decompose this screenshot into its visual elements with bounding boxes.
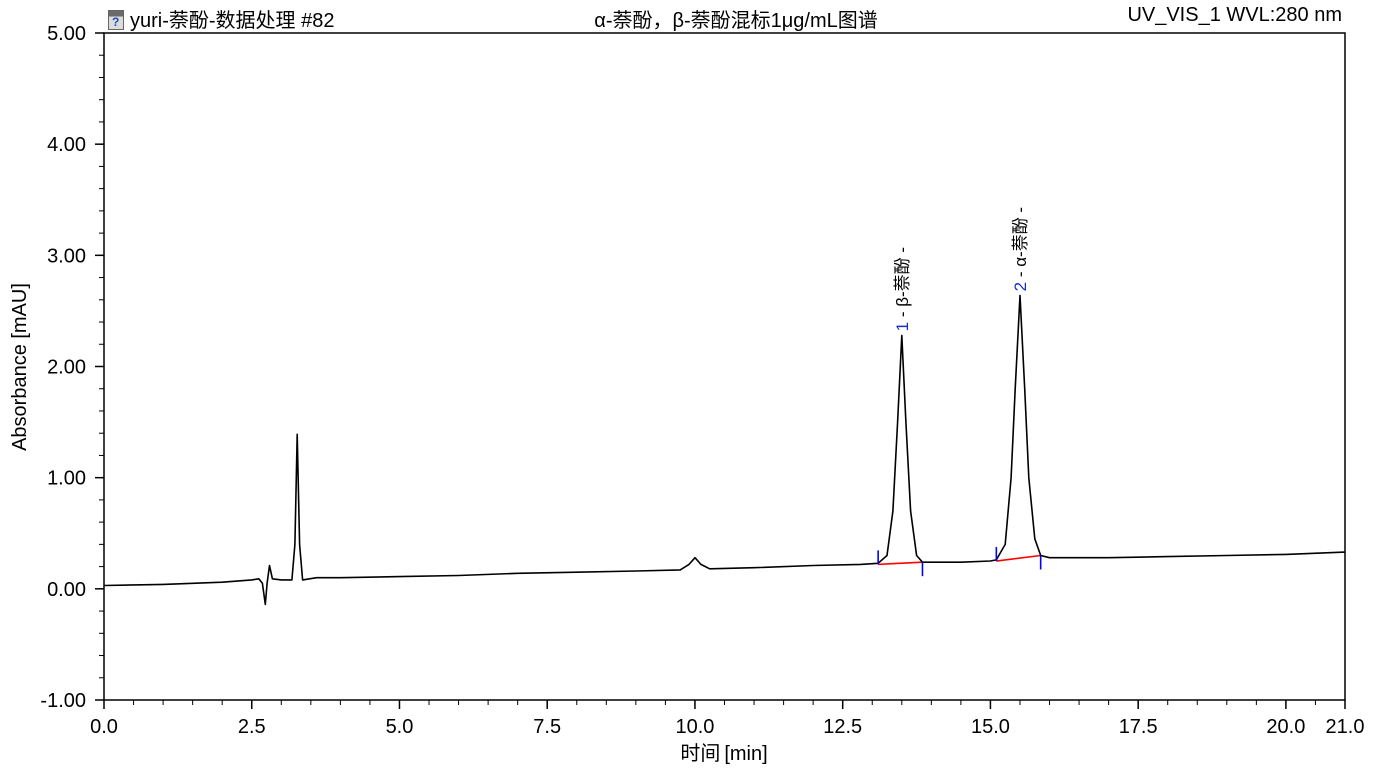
y-tick-label: 5.00 (47, 23, 86, 45)
x-axis-label: 时间 [min] (680, 742, 767, 765)
integration-baselines (878, 554, 1041, 566)
y-tick-label: 1.00 (47, 468, 86, 490)
x-axis: 0.0 2.5 5.0 7.5 10.0 12.5 15.0 17.5 20.0 21.0 (90, 700, 1364, 738)
x-tick-label: 7.5 (533, 716, 561, 738)
y-tick-label: 0.00 (47, 579, 86, 601)
plot-frame (103, 32, 1346, 701)
peak-delimiters (877, 547, 1042, 577)
x-tick-label: 17.5 (1119, 716, 1158, 738)
y-tick-label: 2.00 (47, 357, 86, 379)
peak-name: - β-萘酚 - (893, 247, 912, 322)
x-tick-label: 10.0 (675, 716, 714, 738)
sequence-document-icon (108, 10, 124, 30)
y-axis-label: Absorbance [mAU] (9, 283, 31, 451)
channel-info: UV_VIS_1 WVL:280 nm (1127, 4, 1342, 26)
peak-name: - α-萘酚 - (1011, 207, 1030, 282)
y-tick-label: 4.00 (47, 134, 86, 156)
x-tick-label: 5.0 (386, 716, 414, 738)
x-tick-label: 12.5 (823, 716, 862, 738)
peak-number: 1 (893, 322, 912, 331)
y-tick-label: -1.00 (40, 690, 86, 712)
chromatogram-trace (103, 294, 1346, 606)
x-tick-label: 2.5 (238, 716, 266, 738)
x-tick-label: 15.0 (971, 716, 1010, 738)
x-tick-label: 0.0 (90, 716, 118, 738)
y-axis: 5.00 4.00 3.00 2.00 1.00 0.00 -1.00 (40, 23, 104, 712)
x-tick-label: 20.0 (1266, 716, 1305, 738)
peak-label: 1 - β-萘酚 - (893, 247, 912, 331)
peak-number: 2 (1011, 282, 1030, 291)
x-tick-label: 21.0 (1326, 716, 1365, 738)
y-tick-label: 3.00 (47, 245, 86, 267)
sequence-title-text: yuri-萘酚-数据处理 #82 (130, 10, 335, 32)
integration-baseline (878, 561, 923, 566)
x-axis-label-unit: [min] (724, 743, 767, 765)
peak-label: 2 - α-萘酚 - (1011, 207, 1030, 291)
sequence-title: yuri-萘酚-数据处理 #82 (108, 4, 334, 33)
chromatogram-title: α-萘酚，β-萘酚混标1μg/mL图谱 (594, 10, 878, 32)
peak-labels: 1 - β-萘酚 - 2 - α-萘酚 - (893, 207, 1030, 331)
integration-baseline (996, 554, 1041, 562)
x-axis-label-prefix: 时间 (680, 742, 720, 765)
